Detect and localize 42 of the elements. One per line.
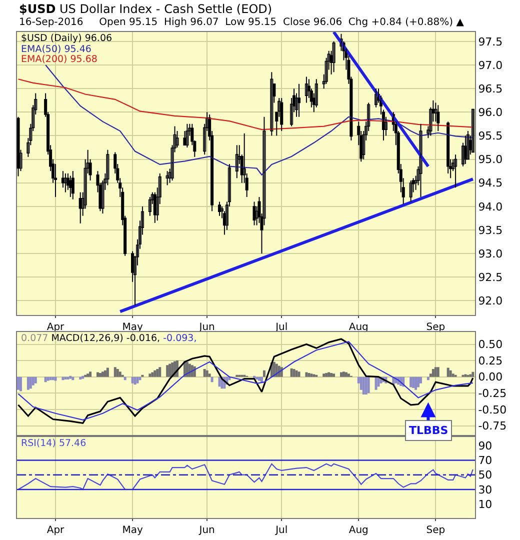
x-tick-label: Aug	[348, 525, 368, 536]
series-label: EMA(200) 95.68	[21, 54, 98, 65]
y-tick-label: 96.5	[478, 82, 503, 96]
x-tick-label: May	[122, 322, 143, 333]
y-tick-label: 90	[478, 439, 492, 452]
x-tick-label: May	[122, 525, 143, 536]
x-tick-label: Apr	[46, 525, 66, 536]
y-tick-label: 50	[478, 468, 492, 482]
y-tick-label: 94.5	[478, 176, 503, 190]
y-tick-label: 30	[478, 483, 492, 496]
y-tick-label: -0.25	[478, 387, 507, 400]
y-tick-label: -0.50	[478, 403, 507, 416]
annotation: TLBBS	[409, 424, 448, 437]
y-tick-label: 70	[478, 454, 492, 468]
y-tick-label: -0.75	[478, 420, 507, 433]
y-tick-label: 0.00	[478, 370, 503, 384]
text: MACD(12,26,9) -0.016,	[51, 333, 160, 344]
y-tick-label: 97.0	[478, 58, 503, 72]
x-tick-label: Sep	[426, 322, 446, 333]
text: $USD (Daily) 96.06	[21, 33, 112, 44]
text: -0.093,	[163, 333, 197, 344]
chart-subtitle: 16-Sep-2016 Open 95.15 High 96.07 Low 95.15 Close 96.06 Chg +0.84 (+0.88%) ▲	[19, 17, 464, 28]
series-label: EMA(50) 95.46	[21, 44, 92, 55]
x-tick-label: Sep	[426, 525, 446, 536]
text: 0.077	[21, 333, 48, 344]
y-tick-label: 92.0	[478, 294, 503, 308]
y-tick-label: 0.25	[478, 354, 503, 368]
x-tick-label: Apr	[46, 322, 66, 333]
y-tick-label: 96.0	[478, 106, 503, 119]
y-tick-label: 94.0	[478, 200, 503, 214]
x-tick-label: Jun	[198, 525, 215, 536]
y-tick-label: 95.0	[478, 153, 503, 166]
y-tick-label: 10	[478, 498, 492, 511]
x-tick-label: Jul	[274, 525, 288, 536]
y-tick-label: 95.5	[478, 130, 503, 143]
y-tick-label: 0.50	[478, 338, 503, 352]
text: RSI(14) 57.46	[21, 438, 86, 449]
y-tick-label: 93.0	[478, 247, 503, 260]
chart-title: $USD US Dollar Index - Cash Settle (EOD)	[19, 2, 272, 16]
y-tick-label: 92.5	[478, 270, 503, 284]
y-tick-label: 93.5	[478, 224, 503, 237]
y-tick-label: 97.5	[478, 35, 503, 48]
